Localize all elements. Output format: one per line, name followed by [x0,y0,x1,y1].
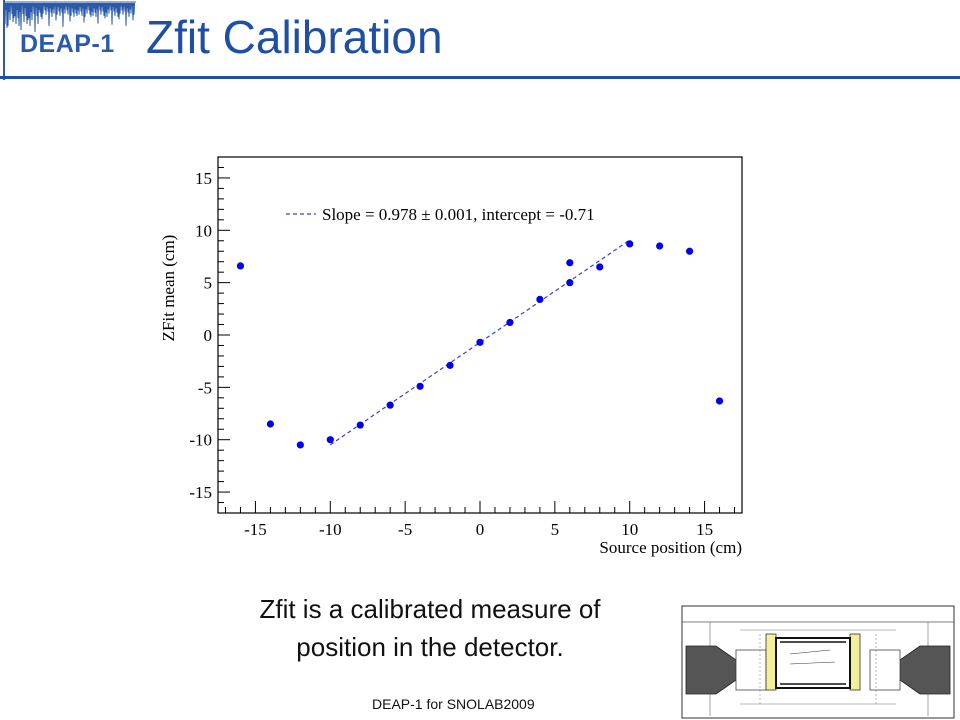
data-point [656,242,664,250]
caption-line-2: position in the detector. [296,632,564,662]
data-point [506,318,514,327]
zfit-calibration-chart: -15 -10 -5 0 5 10 15 -15 -10 -5 0 5 10 15 Slope = 0.9… [159,156,743,557]
logo-text: DEAP-1 [20,30,115,58]
data-point [536,295,544,303]
y-tick-label: -10 [189,431,212,450]
data-points [236,240,724,449]
y-tick-label: 15 [195,169,212,188]
x-tick-label: -10 [319,520,342,539]
data-point [715,397,724,405]
x-tick-label: 0 [476,520,485,539]
data-point [236,262,245,270]
data-point [356,421,364,429]
x-tick-label: 10 [621,520,638,539]
y-tick-label: 5 [204,274,213,293]
y-tick-label: -5 [198,378,212,397]
x-tick-label: -15 [244,520,267,539]
y-tick-label: -15 [189,483,212,502]
data-point [446,361,454,369]
data-point [476,338,484,346]
x-tick-label: 15 [696,520,713,539]
x-axis-label: Source position (cm) [599,538,742,557]
waveform-logo-graphic [3,0,136,80]
y-tick-label: 10 [195,221,212,240]
data-point [416,382,424,390]
caption-line-1: Zfit is a calibrated measure of [259,594,601,624]
detector-schematic-image [681,605,955,719]
y-tick-label: 0 [204,326,213,345]
logo: DEAP-1 [0,0,140,80]
x-tick-label: 5 [551,520,560,539]
axis-tick-labels: -15 -10 -5 0 5 10 15 -15 -10 -5 0 5 10 15 [189,169,713,539]
data-point [296,441,304,449]
data-point [326,436,334,444]
fit-line [329,239,631,446]
data-point [386,401,394,409]
axis-ticks [218,156,736,514]
y-axis-label: ZFit mean (cm) [159,235,178,342]
slide-caption: Zfit is a calibrated measure of position… [190,590,670,666]
x-tick-label: -5 [398,520,412,539]
data-point [566,259,574,267]
legend-label: Slope = 0.978 ± 0.001, intercept = -0.71 [322,205,595,224]
title-divider [0,76,960,79]
data-point [686,247,694,255]
data-point [596,263,604,271]
data-point [266,420,274,428]
data-point [566,279,574,287]
slide-title: Zfit Calibration [146,11,443,63]
data-point [626,240,634,248]
slide-footer: DEAP-1 for SNOLAB2009 [372,696,535,712]
